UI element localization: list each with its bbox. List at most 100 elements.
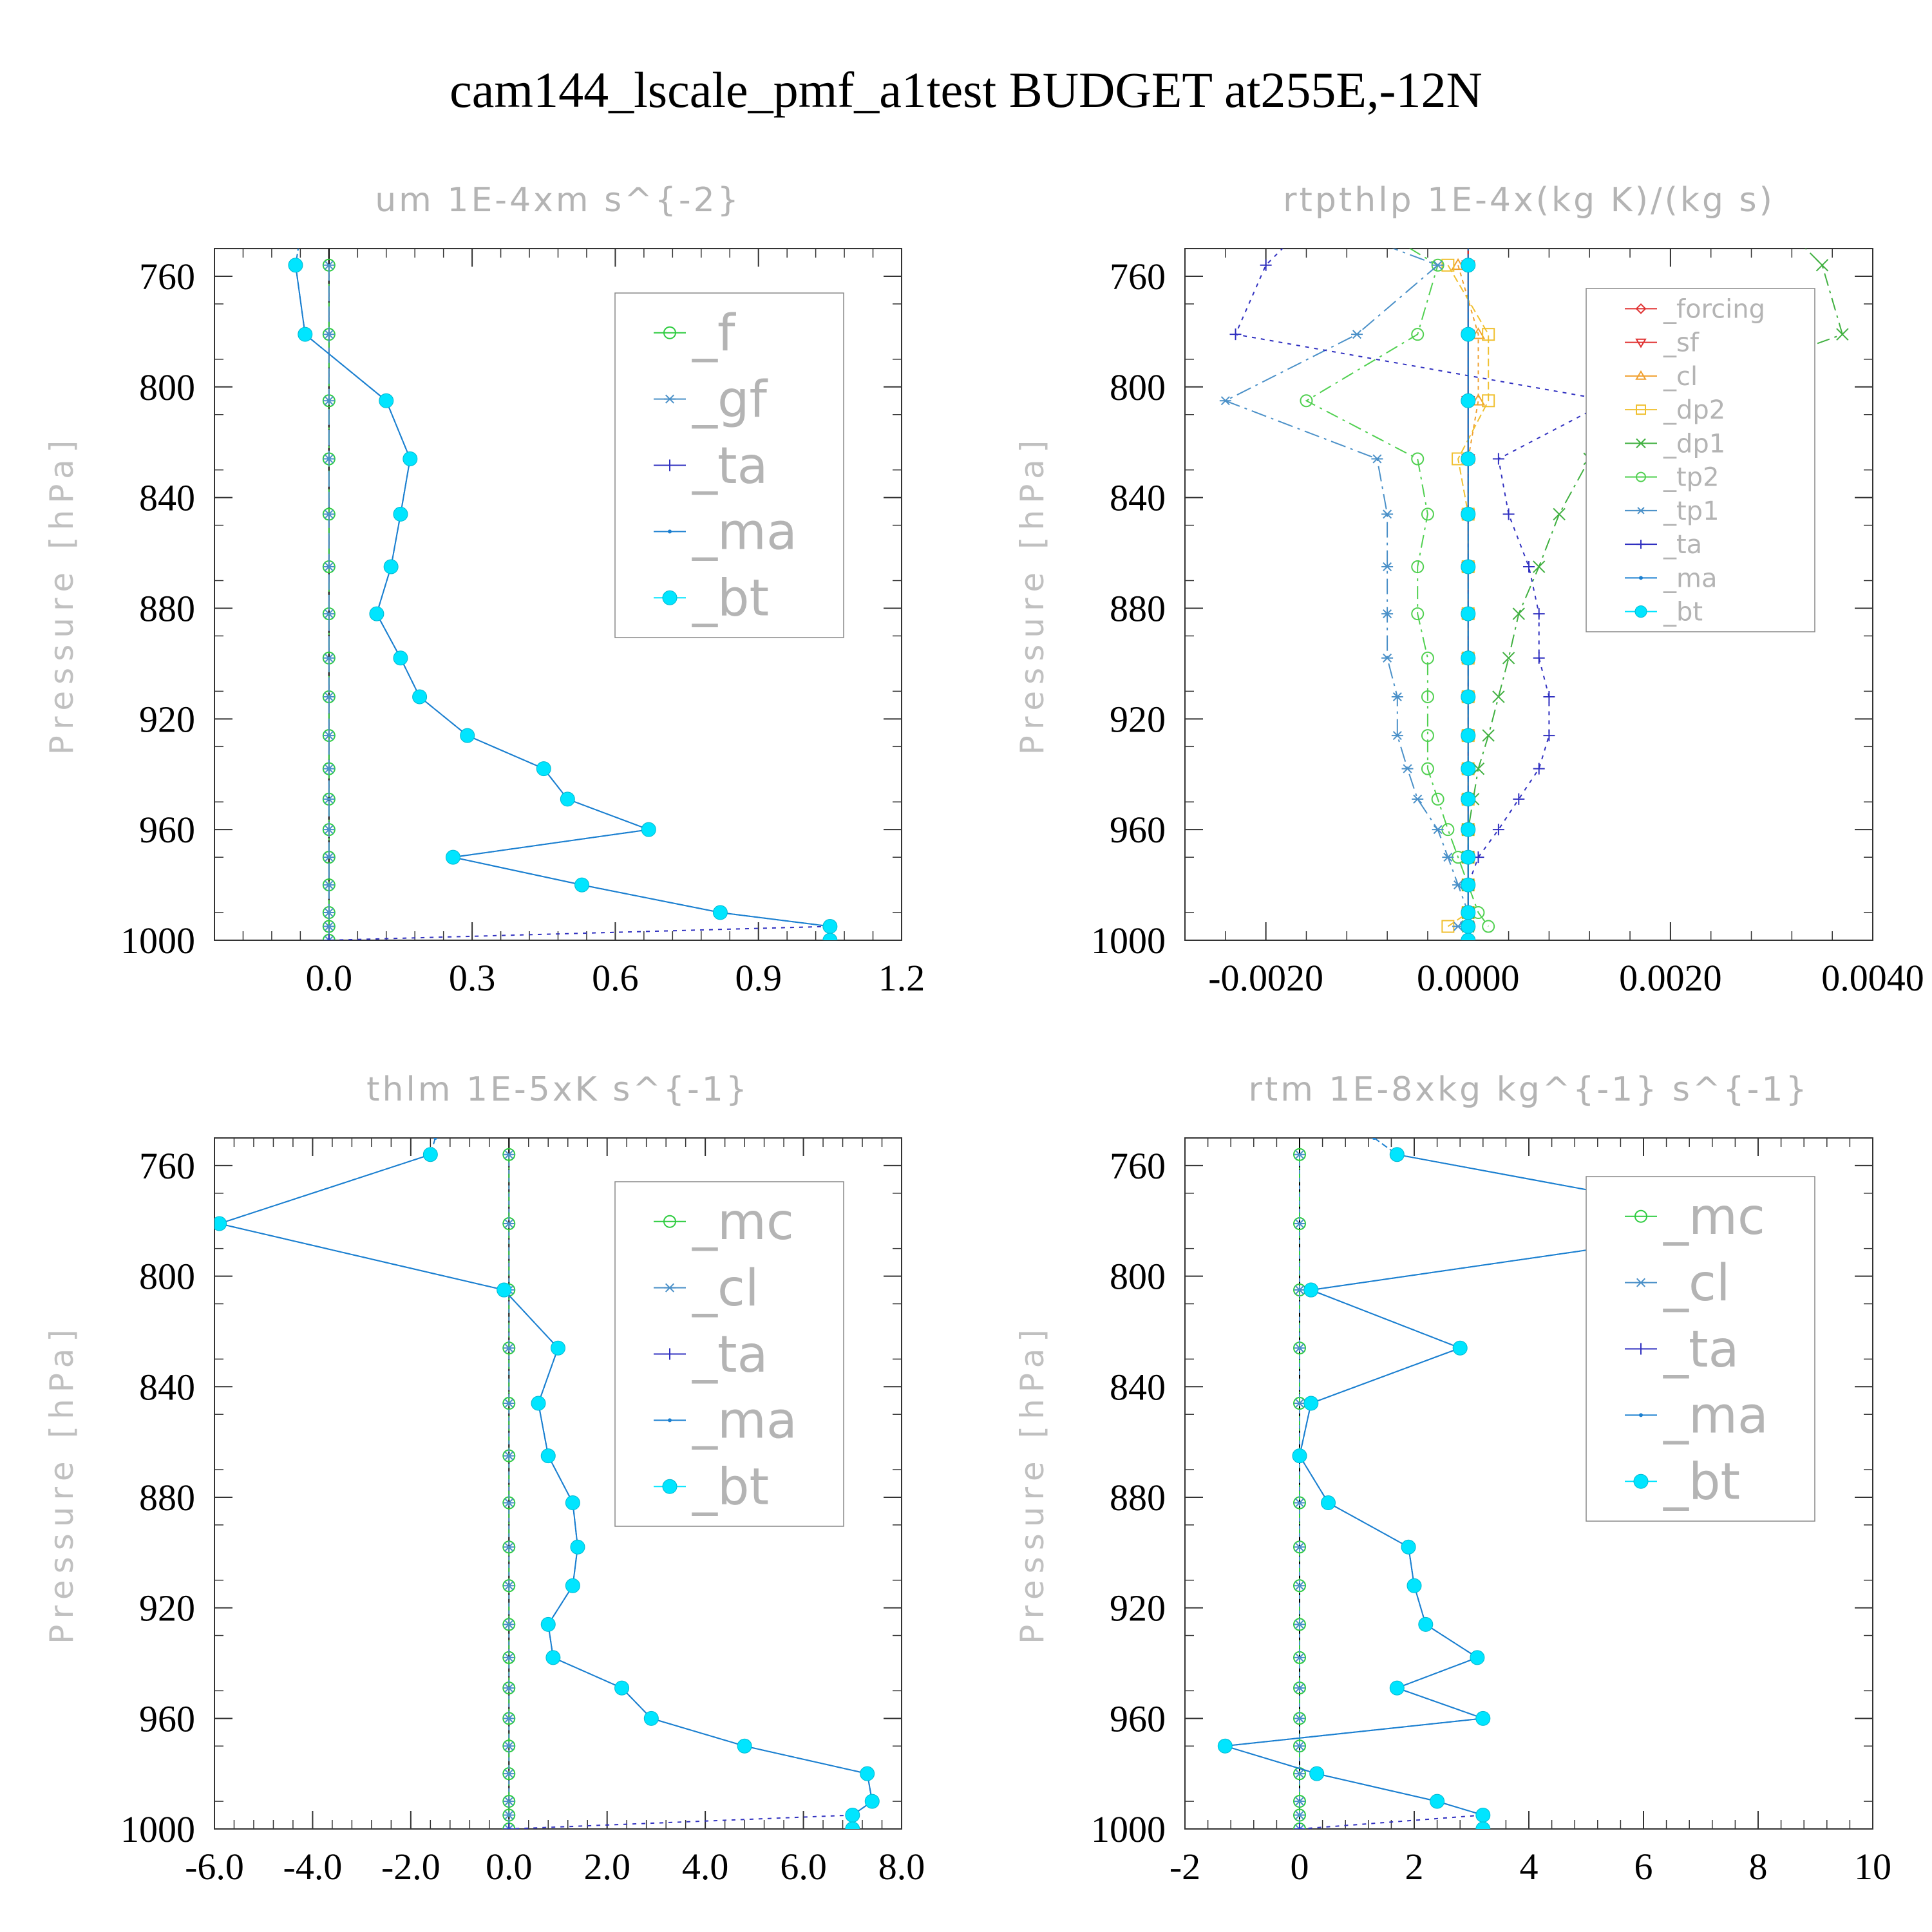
series-point-tp2 xyxy=(1411,328,1425,341)
series-point-bt xyxy=(643,1710,659,1726)
series-point-bt xyxy=(1401,1539,1416,1555)
legend-marker xyxy=(668,529,672,534)
legend-marker xyxy=(1634,1209,1647,1223)
series-point-bt xyxy=(845,1808,860,1823)
series-point-bt xyxy=(1461,258,1476,273)
series-point-tp2 xyxy=(1411,560,1425,574)
series-group xyxy=(1217,1138,1777,1829)
series-point-dp1 xyxy=(1553,507,1566,521)
legend-marker xyxy=(662,590,677,605)
series-point-bt xyxy=(712,905,728,920)
series-point-cl xyxy=(1294,1399,1305,1408)
series-point-tp1 xyxy=(1381,509,1394,519)
series-point-bt xyxy=(1303,1282,1319,1298)
y-tick-label: 800 xyxy=(139,1256,195,1298)
series-point-ta xyxy=(1513,793,1525,805)
x-tick-label: 1.2 xyxy=(878,957,925,999)
x-tick-label: -2.0 xyxy=(381,1846,440,1888)
panel-title: rtpthlp 1E-4x(kg K)/(kg s) xyxy=(1283,181,1775,220)
series-point-bt xyxy=(1461,905,1476,920)
series-point-cl xyxy=(503,1581,515,1591)
series-point-bt xyxy=(1461,791,1476,807)
y-tick-label: 840 xyxy=(139,477,195,519)
series-point-bt xyxy=(1418,1616,1434,1632)
x-tick-label: 4.0 xyxy=(682,1846,729,1888)
series-point-bt xyxy=(298,327,313,342)
series-point-bt xyxy=(1475,1710,1491,1726)
series-point-cl xyxy=(1294,1714,1305,1723)
series-point-sf xyxy=(1463,231,1474,240)
y-tick-label: 880 xyxy=(139,1477,195,1519)
series-point-tp1 xyxy=(1432,260,1444,270)
chart-panel-1: um 1E-4xm s^{-2} Pressure [hPa] 760 800 840 8… xyxy=(43,181,925,999)
legend-label: _ta xyxy=(692,1326,768,1384)
series-line-tp2 xyxy=(1305,249,1490,927)
series-point-bt xyxy=(1461,327,1476,342)
legend-marker xyxy=(664,1283,676,1293)
series-point-bt xyxy=(1461,919,1476,934)
series-point-bt xyxy=(393,650,408,666)
series-point-bt xyxy=(1292,1448,1307,1464)
series-point-tp1 xyxy=(1412,794,1424,804)
series-point-tp1 xyxy=(1381,562,1394,572)
series-point-forcing xyxy=(1463,229,1474,241)
series-point-bt xyxy=(560,791,575,807)
series-point-bt xyxy=(412,689,428,705)
x-tick-label: 8 xyxy=(1749,1846,1768,1888)
x-tick-label: 10 xyxy=(1854,1846,1891,1888)
series-point-cl xyxy=(1294,1769,1305,1779)
series-point-cl xyxy=(503,1810,515,1820)
legend-label: _ta xyxy=(692,437,768,495)
series-point-tp1 xyxy=(1381,609,1394,619)
legend-label: _tp2 xyxy=(1663,463,1719,493)
series-point-cl xyxy=(1294,1797,1305,1806)
series-point-bt xyxy=(1475,1808,1491,1823)
x-tick-label: 0.0 xyxy=(306,957,353,999)
legend-box xyxy=(1586,288,1815,632)
series-point-cl xyxy=(503,1714,515,1723)
series-point-bt xyxy=(1461,849,1476,865)
legend-marker xyxy=(1636,404,1646,415)
x-tick-label: -2 xyxy=(1170,1846,1200,1888)
series-point-gf xyxy=(323,260,335,270)
series-point-tp2 xyxy=(1421,762,1434,775)
series-point-bt xyxy=(1461,689,1476,705)
series-point-ta xyxy=(1229,328,1242,341)
legend-label: _bt xyxy=(692,1459,769,1517)
y-tick-label: 960 xyxy=(1110,809,1166,851)
series-point-ta xyxy=(1523,561,1535,573)
series-line-ta xyxy=(328,925,830,940)
series-point-cl xyxy=(1294,1542,1305,1552)
x-tick-label: 6.0 xyxy=(780,1846,827,1888)
series-point-tp2 xyxy=(1421,651,1434,665)
series-point-ta xyxy=(1294,1823,1305,1829)
legend-label: _mc xyxy=(1663,1188,1765,1246)
series-point-dp1 xyxy=(1492,690,1505,703)
series-point-bt xyxy=(1309,1766,1325,1781)
series-point-bt xyxy=(574,877,590,893)
legend-box xyxy=(614,1181,844,1527)
series-point-bt xyxy=(445,849,460,865)
legend-marker xyxy=(664,394,676,404)
legend-label: _bt xyxy=(692,570,769,628)
series-point-bt xyxy=(1303,1396,1319,1411)
series-point-bt xyxy=(1389,1147,1405,1162)
series-point-cl xyxy=(503,1683,515,1693)
legend-marker xyxy=(1636,540,1645,549)
series-point-cl xyxy=(503,1769,515,1779)
chart-panel-4: rtm 1E-8xkg kg^{-1} s^{-1} Pressure [hPa]… xyxy=(1014,1070,1891,1888)
legend-label: _cl xyxy=(692,1260,759,1318)
x-tick-label: 0.9 xyxy=(735,957,782,999)
series-point-bt xyxy=(460,728,475,743)
x-tick-label: 6 xyxy=(1634,1846,1653,1888)
y-tick-label: 760 xyxy=(1110,1145,1166,1187)
series-point-bt xyxy=(565,1495,580,1511)
series-point-tp2 xyxy=(1381,229,1393,241)
series-point-ta xyxy=(1543,690,1555,703)
legend: _forcing _sf _cl_dp2 _dp1 _tp2 _tp1 _ta _ma _bt xyxy=(1586,288,1815,632)
series-point-bt xyxy=(737,1738,752,1754)
series-point-ta xyxy=(1492,824,1504,836)
legend-label: _ma xyxy=(1663,1387,1768,1445)
series-point-bt xyxy=(570,1539,585,1555)
x-tick-label: 4 xyxy=(1520,1846,1539,1888)
